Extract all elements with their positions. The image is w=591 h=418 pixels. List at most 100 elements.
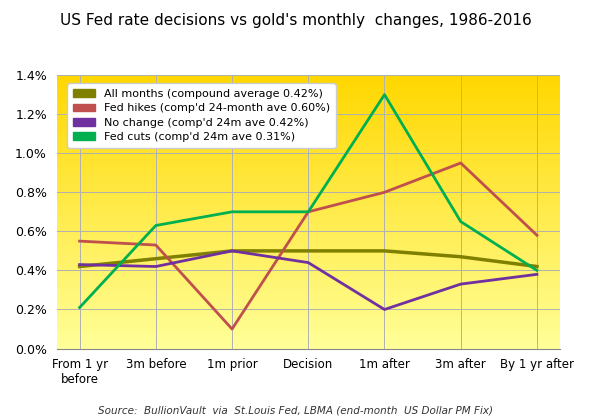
Bar xyxy=(57,146,560,149)
Bar xyxy=(57,143,560,146)
Bar xyxy=(57,258,560,261)
Text: US Fed rate decisions vs gold's monthly  changes, 1986-2016: US Fed rate decisions vs gold's monthly … xyxy=(60,13,531,28)
Bar xyxy=(57,335,560,338)
Bar xyxy=(57,237,560,239)
Bar xyxy=(57,193,560,195)
Bar xyxy=(57,329,560,332)
Bar xyxy=(57,267,560,269)
Bar xyxy=(57,310,560,313)
Bar xyxy=(57,171,560,173)
Bar xyxy=(57,223,560,225)
Bar xyxy=(57,294,560,297)
Legend: All months (compound average 0.42%), Fed hikes (comp'd 24-month ave 0.60%), No c: All months (compound average 0.42%), Fed… xyxy=(67,83,336,148)
Bar xyxy=(57,242,560,245)
Bar xyxy=(57,166,560,168)
Bar xyxy=(57,338,560,340)
Bar xyxy=(57,324,560,327)
Bar xyxy=(57,340,560,343)
Bar xyxy=(57,86,560,89)
Bar xyxy=(57,108,560,111)
Bar xyxy=(57,187,560,190)
Bar xyxy=(57,332,560,335)
Bar xyxy=(57,133,560,135)
Bar xyxy=(57,179,560,182)
Bar xyxy=(57,209,560,212)
Bar xyxy=(57,269,560,272)
Bar xyxy=(57,278,560,280)
Bar xyxy=(57,228,560,231)
Bar xyxy=(57,204,560,206)
Bar xyxy=(57,250,560,253)
Bar xyxy=(57,157,560,160)
Text: Source:  BullionVault  via  St.Louis Fed, LBMA (end-month  US Dollar PM Fix): Source: BullionVault via St.Louis Fed, L… xyxy=(98,406,493,416)
Bar xyxy=(57,113,560,116)
Bar xyxy=(57,299,560,302)
Bar xyxy=(57,100,560,102)
Bar xyxy=(57,313,560,316)
Bar xyxy=(57,116,560,119)
Bar xyxy=(57,272,560,275)
Bar xyxy=(57,247,560,250)
Bar xyxy=(57,102,560,105)
Bar xyxy=(57,319,560,321)
Bar xyxy=(57,253,560,255)
Bar xyxy=(57,89,560,92)
Bar xyxy=(57,217,560,220)
Bar xyxy=(57,261,560,264)
Bar xyxy=(57,283,560,285)
Bar xyxy=(57,198,560,201)
Bar xyxy=(57,206,560,209)
Bar xyxy=(57,176,560,179)
Bar xyxy=(57,308,560,310)
Bar xyxy=(57,297,560,299)
Bar xyxy=(57,264,560,267)
Bar xyxy=(57,195,560,198)
Bar xyxy=(57,321,560,324)
Bar xyxy=(57,92,560,94)
Bar xyxy=(57,173,560,176)
Bar xyxy=(57,154,560,157)
Bar xyxy=(57,160,560,163)
Bar xyxy=(57,83,560,86)
Bar xyxy=(57,149,560,152)
Bar xyxy=(57,119,560,122)
Bar xyxy=(57,124,560,127)
Bar xyxy=(57,225,560,228)
Bar xyxy=(57,97,560,100)
Bar xyxy=(57,305,560,308)
Bar xyxy=(57,291,560,294)
Bar xyxy=(57,245,560,247)
Bar xyxy=(57,239,560,242)
Bar xyxy=(57,130,560,133)
Bar xyxy=(57,111,560,113)
Bar xyxy=(57,214,560,217)
Bar xyxy=(57,302,560,305)
Bar xyxy=(57,75,560,78)
Bar xyxy=(57,94,560,97)
Bar xyxy=(57,152,560,154)
Bar xyxy=(57,316,560,319)
Bar xyxy=(57,327,560,329)
Bar xyxy=(57,343,560,346)
Bar xyxy=(57,182,560,184)
Bar xyxy=(57,285,560,288)
Bar xyxy=(57,346,560,349)
Bar xyxy=(57,81,560,83)
Bar xyxy=(57,141,560,143)
Bar xyxy=(57,135,560,138)
Bar xyxy=(57,122,560,124)
Bar xyxy=(57,280,560,283)
Bar xyxy=(57,163,560,166)
Bar xyxy=(57,220,560,223)
Bar xyxy=(57,138,560,141)
Bar xyxy=(57,275,560,278)
Bar xyxy=(57,127,560,130)
Bar xyxy=(57,168,560,171)
Bar xyxy=(57,255,560,258)
Bar xyxy=(57,231,560,234)
Bar xyxy=(57,288,560,291)
Bar xyxy=(57,105,560,108)
Bar xyxy=(57,234,560,237)
Bar xyxy=(57,184,560,187)
Bar xyxy=(57,212,560,214)
